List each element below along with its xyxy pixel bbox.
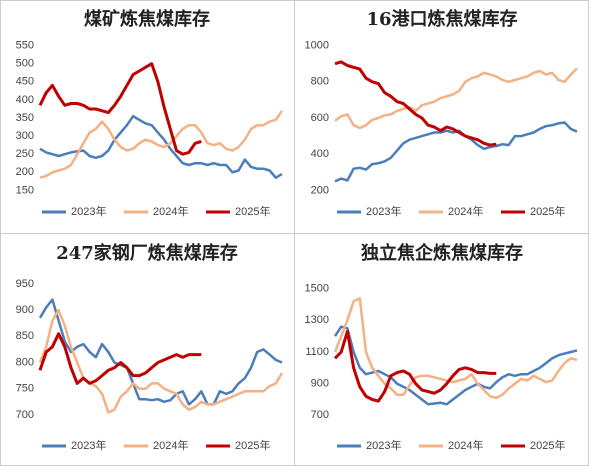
legend-label: 2025年 <box>530 204 565 218</box>
y-tick-label: 550 <box>16 40 34 52</box>
y-tick-label: 500 <box>16 58 34 70</box>
legend-label: 2024年 <box>448 204 483 218</box>
y-tick-label: 800 <box>16 356 34 368</box>
chart-panel: 独立焦企炼焦煤库存 700 900 1100 1300 1500 2023年 2024年 202… <box>305 242 578 452</box>
legend-label: 2023年 <box>366 204 401 218</box>
legend-label: 2025年 <box>530 438 565 452</box>
y-tick-label: 600 <box>311 112 329 124</box>
y-tick-label: 950 <box>16 278 34 290</box>
legend-label: 2024年 <box>153 438 188 452</box>
chart-title: 煤矿炼焦煤库存 <box>84 8 210 30</box>
y-tick-label: 200 <box>16 166 34 178</box>
chart-title: 247家钢厂炼焦煤库存 <box>56 242 238 264</box>
chart-title: 16港口炼焦煤库存 <box>366 8 517 30</box>
y-tick-label: 1000 <box>305 40 329 52</box>
chart-panel: 16港口炼焦煤库存 200 400 600 800 1000 2023年 2024年 2025年 <box>305 8 578 218</box>
legend-label: 2024年 <box>153 204 188 218</box>
y-tick-label: 1500 <box>305 283 329 295</box>
series-line <box>38 332 202 385</box>
y-tick-label: 900 <box>311 378 329 390</box>
series-line <box>334 67 578 130</box>
y-tick-label: 450 <box>16 76 34 88</box>
y-tick-label: 400 <box>16 94 34 106</box>
y-tick-label: 300 <box>16 130 34 142</box>
series-line <box>333 329 497 403</box>
series-line <box>38 298 283 406</box>
legend-label: 2024年 <box>448 438 483 452</box>
chart-panel: 247家钢厂炼焦煤库存 700 750 800 850 900 950 2023年 2024年 2… <box>16 242 284 452</box>
y-tick-label: 400 <box>311 148 329 160</box>
y-tick-label: 700 <box>16 409 34 421</box>
y-tick-label: 900 <box>16 304 34 316</box>
chart-panel: 煤矿炼焦煤库存 150 200 250 300 350 400 450 500 550 2023年 2… <box>16 8 284 218</box>
legend-label: 2023年 <box>71 438 106 452</box>
chart-title: 独立焦企炼焦煤库存 <box>361 242 523 264</box>
y-tick-label: 250 <box>16 148 34 160</box>
series-line <box>333 296 578 400</box>
y-tick-label: 1100 <box>305 346 329 358</box>
legend-label: 2025年 <box>235 438 270 452</box>
legend-label: 2023年 <box>71 204 106 218</box>
series-line <box>38 62 202 156</box>
y-tick-label: 700 <box>311 409 329 421</box>
series-line <box>38 308 284 414</box>
legend-label: 2023年 <box>366 438 401 452</box>
y-tick-label: 150 <box>16 184 34 196</box>
y-tick-label: 850 <box>16 330 34 342</box>
y-tick-label: 200 <box>311 184 329 196</box>
y-tick-label: 1300 <box>305 314 329 326</box>
series-line <box>39 110 284 179</box>
y-tick-label: 800 <box>311 76 329 88</box>
y-tick-label: 350 <box>16 112 34 124</box>
series-line <box>334 60 497 147</box>
legend-label: 2025年 <box>235 204 270 218</box>
y-tick-label: 750 <box>16 383 34 395</box>
